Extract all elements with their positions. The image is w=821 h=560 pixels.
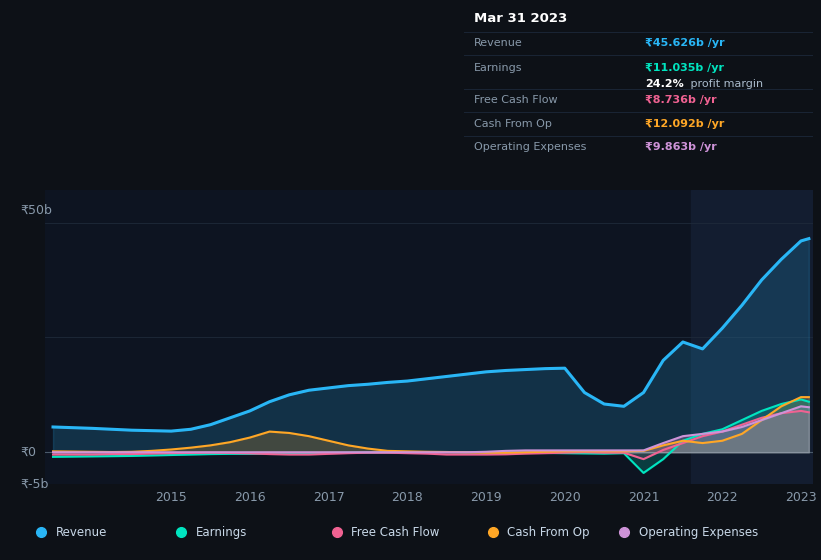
Text: Cash From Op: Cash From Op <box>507 526 589 539</box>
Text: Earnings: Earnings <box>475 63 523 73</box>
Text: profit margin: profit margin <box>687 78 764 88</box>
Text: ₹-5b: ₹-5b <box>21 478 49 491</box>
Text: ₹12.092b /yr: ₹12.092b /yr <box>645 119 725 129</box>
Text: ₹50b: ₹50b <box>21 204 53 217</box>
Text: Revenue: Revenue <box>475 39 523 49</box>
Text: Free Cash Flow: Free Cash Flow <box>351 526 440 539</box>
Text: ₹8.736b /yr: ₹8.736b /yr <box>645 95 717 105</box>
Text: Operating Expenses: Operating Expenses <box>639 526 758 539</box>
Text: Earnings: Earnings <box>195 526 247 539</box>
Text: Cash From Op: Cash From Op <box>475 119 553 129</box>
Bar <box>690 190 813 484</box>
Text: ₹11.035b /yr: ₹11.035b /yr <box>645 63 724 73</box>
Text: Operating Expenses: Operating Expenses <box>475 142 587 152</box>
Text: 24.2%: 24.2% <box>645 78 684 88</box>
Text: Mar 31 2023: Mar 31 2023 <box>475 12 567 25</box>
Text: Revenue: Revenue <box>56 526 108 539</box>
Text: ₹9.863b /yr: ₹9.863b /yr <box>645 142 717 152</box>
Text: ₹45.626b /yr: ₹45.626b /yr <box>645 39 725 49</box>
Text: Free Cash Flow: Free Cash Flow <box>475 95 558 105</box>
Text: ₹0: ₹0 <box>21 446 36 459</box>
